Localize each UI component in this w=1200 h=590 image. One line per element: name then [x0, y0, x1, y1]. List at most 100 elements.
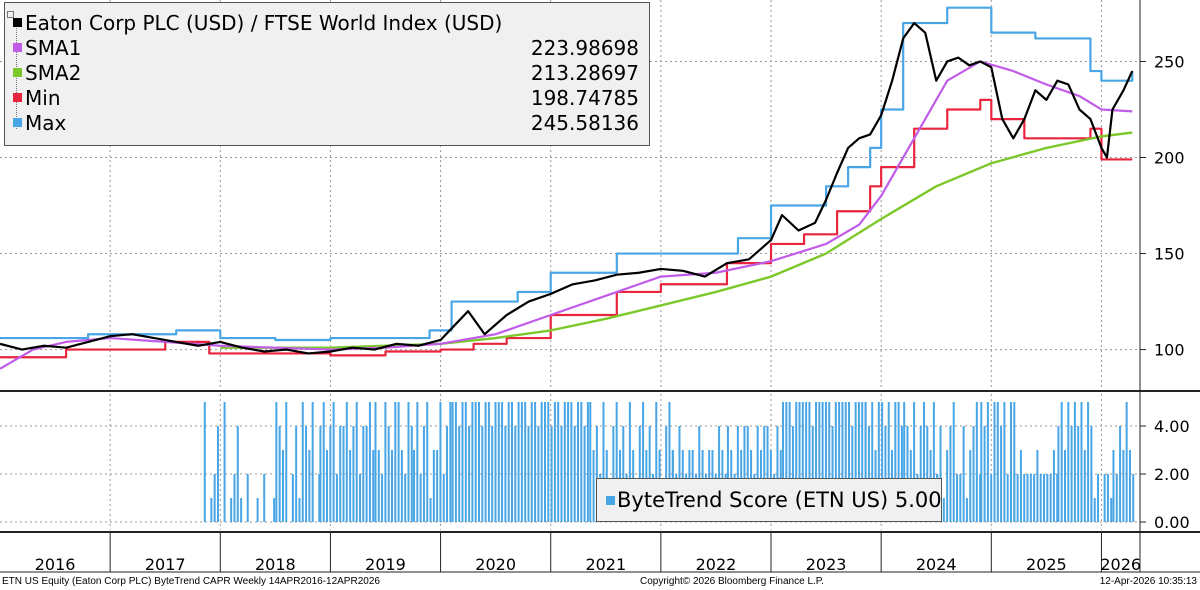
- score-bar: [359, 474, 362, 522]
- score-bar: [329, 426, 332, 522]
- score-bar: [550, 426, 553, 522]
- score-bar: [524, 402, 527, 522]
- score-bar: [487, 402, 490, 522]
- score-bar: [537, 426, 540, 522]
- score-bar: [504, 426, 507, 522]
- score-bar: [464, 402, 467, 522]
- score-bar: [1056, 474, 1059, 522]
- score-bar: [374, 402, 377, 522]
- score-bar: [419, 474, 422, 522]
- score-legend: ByteTrend Score (ETN US) 5.00: [596, 478, 942, 522]
- score-bar: [372, 450, 375, 522]
- legend-title: Eaton Corp PLC (USD) / FTSE World Index …: [25, 11, 503, 35]
- score-bar: [990, 474, 993, 522]
- score-bar: [422, 426, 425, 522]
- score-bar: [381, 474, 384, 522]
- footer-copyright: Copyright© 2026 Bloomberg Finance L.P.: [640, 576, 824, 587]
- score-bar: [449, 402, 452, 522]
- score-bar: [446, 426, 449, 522]
- legend-swatch-sma2: [13, 68, 22, 77]
- score-bar: [718, 426, 721, 522]
- score-bar: [1112, 450, 1115, 522]
- score-bar: [838, 402, 841, 522]
- score-bar: [216, 426, 219, 522]
- score-bar: [1046, 474, 1049, 522]
- score-bar: [903, 402, 906, 522]
- score-bar: [864, 402, 867, 522]
- score-bar: [655, 402, 658, 522]
- score-bar: [791, 426, 794, 522]
- score-bar: [831, 426, 834, 522]
- score-bar: [233, 474, 236, 522]
- score-bar: [497, 402, 500, 522]
- legend-label-min: Min: [25, 86, 61, 110]
- score-bar: [345, 402, 348, 522]
- legend-label-max: Max: [25, 111, 67, 135]
- score-bar: [416, 402, 419, 522]
- score-bar: [897, 402, 900, 522]
- score-bar: [273, 498, 276, 522]
- score-bar: [223, 402, 226, 522]
- footer-description: ETN US Equity (Eaton Corp PLC) ByteTrend…: [2, 576, 380, 587]
- score-bar: [867, 426, 870, 522]
- score-bar: [642, 402, 645, 522]
- score-bar: [1057, 426, 1060, 522]
- score-y-tick-label: 4.00: [1154, 417, 1190, 436]
- x-tick-label: 2023: [806, 555, 847, 574]
- score-bar: [1013, 402, 1016, 522]
- score-bar: [952, 402, 955, 522]
- score-bar: [1110, 498, 1113, 522]
- score-bar: [458, 426, 461, 522]
- score-bar: [203, 402, 206, 522]
- score-bar: [583, 426, 586, 522]
- score-bar: [894, 402, 897, 522]
- score-bar: [665, 426, 668, 522]
- score-bar: [291, 474, 294, 522]
- collapse-icon[interactable]: [7, 11, 14, 18]
- x-tick-label: 2021: [585, 555, 626, 574]
- score-bar: [342, 426, 345, 522]
- score-bar: [805, 402, 808, 522]
- score-bar: [471, 402, 474, 522]
- score-bar: [1013, 474, 1016, 522]
- score-bar: [305, 426, 308, 522]
- legend-value-max: 245.58136: [530, 111, 639, 135]
- score-bar: [969, 450, 972, 522]
- score-bar: [698, 426, 701, 522]
- score-bar: [560, 426, 563, 522]
- score-bar: [432, 450, 435, 522]
- score-bar: [520, 402, 523, 522]
- score-bar: [387, 426, 390, 522]
- score-bar: [861, 402, 864, 522]
- x-tick-label: 2026: [1100, 555, 1141, 574]
- score-bar: [1039, 474, 1042, 522]
- score-bar: [426, 402, 429, 522]
- score-y-tick-label: 0.00: [1154, 513, 1190, 532]
- score-bar: [1029, 474, 1032, 522]
- score-bar: [1063, 450, 1066, 522]
- score-bar: [278, 426, 281, 522]
- score-bar: [557, 402, 560, 522]
- score-bar: [1036, 450, 1039, 522]
- score-bar: [857, 402, 860, 522]
- score-bar: [946, 450, 949, 522]
- score-bar: [949, 426, 952, 522]
- score-bar: [1006, 474, 1009, 522]
- score-bar: [668, 402, 671, 522]
- score-bar: [318, 474, 321, 522]
- score-bar: [795, 402, 798, 522]
- score-bar: [808, 402, 811, 522]
- score-bar: [573, 426, 576, 522]
- score-bar: [1119, 426, 1122, 522]
- score-bar: [335, 474, 338, 522]
- score-bar: [484, 402, 487, 522]
- score-bar: [776, 426, 779, 522]
- y-tick-label: 200: [1154, 149, 1185, 168]
- score-bar: [726, 426, 729, 522]
- score-bar: [821, 402, 824, 522]
- legend-label-sma1: SMA1: [25, 36, 82, 60]
- score-legend-swatch: [606, 496, 615, 505]
- legend-swatch-sma1: [13, 43, 22, 52]
- score-bar: [983, 426, 986, 522]
- score-bar: [1073, 402, 1076, 522]
